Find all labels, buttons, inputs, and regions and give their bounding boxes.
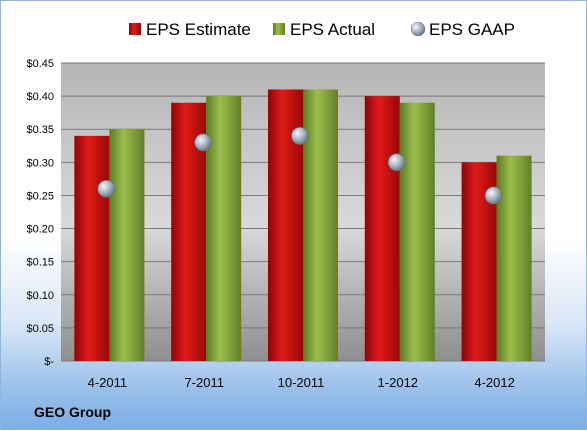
y-tick-label: $0.15 [26, 257, 54, 269]
bar-eps-actual [109, 129, 145, 361]
y-tick-label: $0.35 [26, 124, 54, 136]
bar-eps-actual [303, 89, 338, 361]
bar-eps-actual [206, 96, 242, 361]
x-tick-label: 4-2012 [474, 375, 514, 390]
point-eps-gaap [291, 127, 309, 145]
point-eps-gaap [387, 153, 406, 172]
y-tick-label: $0.05 [26, 323, 54, 335]
legend-swatch [410, 21, 426, 37]
x-tick-label: 10-2011 [278, 375, 325, 390]
x-tick-label: 4-2011 [88, 375, 128, 390]
y-tick-label: $0.10 [26, 290, 54, 302]
y-tick-label: $0.20 [26, 224, 54, 236]
legend-swatch [129, 23, 141, 35]
point-eps-gaap [97, 180, 116, 198]
bar-eps-estimate [364, 96, 400, 361]
bar-eps-actual [399, 102, 435, 361]
y-tick-label: $0.40 [26, 91, 54, 103]
point-eps-gaap [484, 186, 503, 205]
y-tick-label: $- [44, 356, 54, 368]
company-label: GEO Group [34, 404, 111, 420]
y-tick-label: $0.45 [26, 58, 54, 70]
bars [74, 89, 532, 361]
y-axis-ticks: $0.45 $0.40 $0.35 $0.30 $0.25 $0.20 $0.15 $0.10… [26, 58, 54, 368]
bar-eps-estimate [74, 135, 110, 361]
y-tick-label: $0.25 [26, 190, 54, 202]
legend-label: EPS Estimate [146, 20, 251, 39]
legend-swatch [273, 23, 285, 35]
x-axis-ticks: 4-2011 7-2011 10-2011 1-2012 4-2012 [88, 375, 515, 390]
gaap-points [97, 127, 503, 205]
point-eps-gaap [194, 133, 212, 152]
legend-label: EPS GAAP [429, 20, 515, 39]
bar-eps-actual [496, 155, 532, 361]
legend: EPS Estimate EPS Actual EPS GAAP [129, 20, 515, 39]
y-tick-label: $0.30 [26, 157, 54, 169]
legend-label: EPS Actual [290, 20, 375, 39]
x-tick-label: 7-2011 [184, 375, 224, 390]
x-tick-label: 1-2012 [378, 375, 418, 390]
